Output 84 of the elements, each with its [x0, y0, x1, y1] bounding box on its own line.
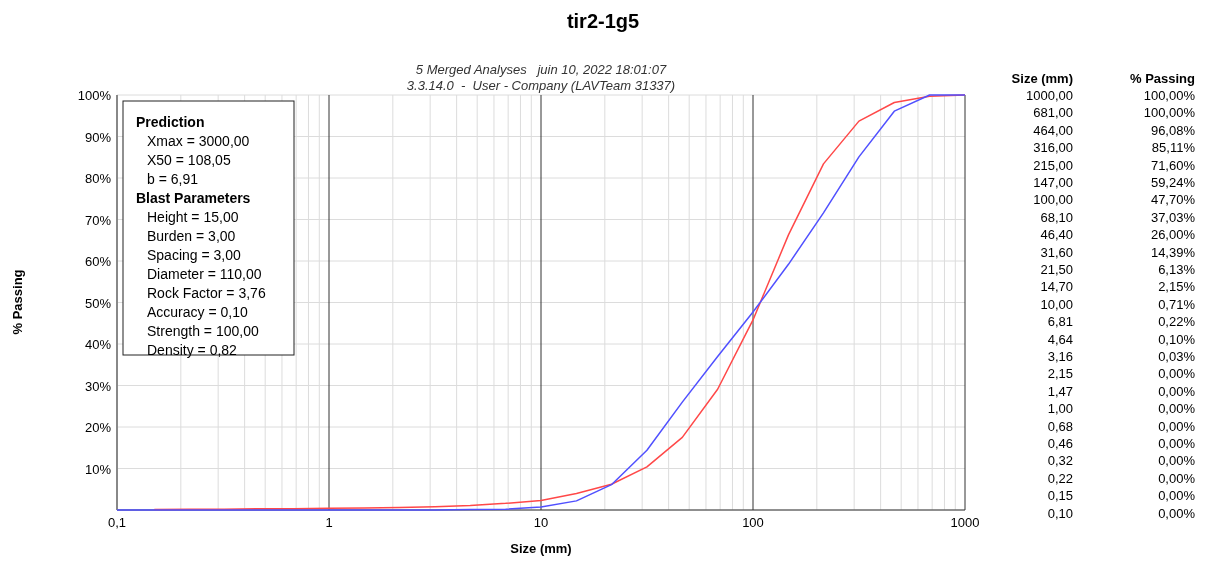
annotation: Rock Factor = 3,76	[147, 285, 266, 301]
annotation: Prediction	[136, 114, 205, 130]
annotation: Strength = 100,00	[147, 323, 259, 339]
text: 0,15	[1047, 488, 1073, 504]
text: 0,46	[1047, 436, 1073, 451]
text: 464,00	[1033, 122, 1073, 138]
y-tick-label: 10%	[84, 461, 112, 477]
text: 0,00%	[1158, 453, 1196, 469]
text: 6,81	[1047, 314, 1073, 330]
text: 0,03%	[1158, 349, 1196, 364]
text: 1,47	[1047, 383, 1073, 399]
text: 0,22%	[1158, 314, 1196, 330]
text: 4,64	[1047, 331, 1073, 347]
text: 85,11%	[1151, 140, 1196, 156]
text: 0,10	[1047, 505, 1073, 521]
text: 0,32	[1047, 453, 1073, 469]
text: 0,00%	[1158, 401, 1196, 417]
text: 215,00	[1033, 157, 1073, 173]
text: 37,03%	[1150, 209, 1196, 225]
text: 26,00%	[1150, 227, 1196, 243]
text: 1000,00	[1026, 88, 1073, 103]
y-tick-label: 80%	[84, 171, 112, 186]
text: 6,13%	[1158, 262, 1196, 277]
y-tick-label: 30%	[84, 378, 112, 394]
text: 10,00	[1040, 296, 1073, 312]
y-tick-label: 90%	[84, 129, 112, 145]
annotation: Accuracy = 0,10	[147, 304, 248, 320]
text: 46,40	[1040, 227, 1073, 243]
text: 2,15%	[1158, 279, 1196, 295]
text: 0,10%	[1158, 331, 1196, 347]
annotation: Diameter = 110,00	[147, 266, 262, 282]
y-tick-label: 100%	[77, 88, 112, 103]
text: % Passing	[1129, 71, 1196, 86]
chart-title: tir2-1g5	[566, 10, 640, 32]
text: 0,00%	[1158, 470, 1196, 486]
text: 68,10	[1040, 209, 1073, 225]
text: 100,00	[1033, 192, 1073, 208]
text: 100,00%	[1143, 88, 1196, 103]
text: 47,70%	[1150, 192, 1196, 208]
text: 31,60	[1040, 244, 1073, 260]
text: 71,60%	[1150, 157, 1196, 173]
y-axis-title: % Passing	[10, 269, 25, 335]
text: 96,08%	[1150, 122, 1196, 138]
text: Size (mm)	[1011, 71, 1073, 86]
text: 0,00%	[1158, 505, 1196, 521]
text: 0,00%	[1158, 366, 1196, 382]
annotation: Blast Parameters	[136, 190, 251, 206]
annotation: Spacing = 3,00	[147, 247, 242, 263]
text: 147,00	[1033, 175, 1073, 190]
text: 316,00	[1033, 140, 1073, 156]
x-tick-label: 100	[742, 515, 764, 530]
text: 59,24%	[1150, 175, 1196, 190]
x-tick-label: 1	[325, 515, 333, 530]
y-tick-label: 60%	[84, 254, 112, 269]
text: 0,71%	[1158, 296, 1196, 312]
text: 0,00%	[1158, 436, 1196, 451]
text: 681,00	[1033, 105, 1073, 121]
text: 0,00%	[1158, 488, 1196, 504]
x-tick-label: 1000	[950, 515, 980, 530]
text: 1,00	[1047, 401, 1073, 417]
text: 14,39%	[1150, 244, 1196, 260]
annotation: Density = 0,82	[147, 342, 238, 358]
x-axis-title: Size (mm)	[510, 541, 572, 556]
chart-subtitle: 5 Merged Analyses juin 10, 2022 18:01:07 3.3.14.0 - User - Company (LAVTeam 31337)	[406, 62, 676, 93]
text: 0,00%	[1158, 383, 1196, 399]
text: 0,00%	[1158, 418, 1196, 434]
annotation: b = 6,91	[147, 171, 199, 187]
annotation: Height = 15,00	[147, 209, 239, 225]
text: 3,16	[1047, 349, 1073, 364]
text: 2,15	[1047, 366, 1073, 382]
x-tick-label: 10	[533, 515, 549, 530]
text: 0,22	[1047, 470, 1073, 486]
text: 100,00%	[1143, 105, 1196, 121]
annotation: Xmax = 3000,00	[147, 133, 250, 149]
text: 14,70	[1040, 279, 1073, 295]
y-tick-label: 40%	[84, 337, 112, 352]
annotation: X50 = 108,05	[147, 152, 231, 168]
text: 21,50	[1040, 262, 1073, 277]
x-tick-label: 0,1	[107, 515, 127, 530]
y-tick-label: 20%	[84, 420, 112, 435]
annotation: Burden = 3,00	[147, 228, 236, 244]
y-tick-label: 50%	[84, 295, 112, 311]
text: 0,68	[1047, 418, 1073, 434]
y-tick-label: 70%	[84, 212, 112, 228]
